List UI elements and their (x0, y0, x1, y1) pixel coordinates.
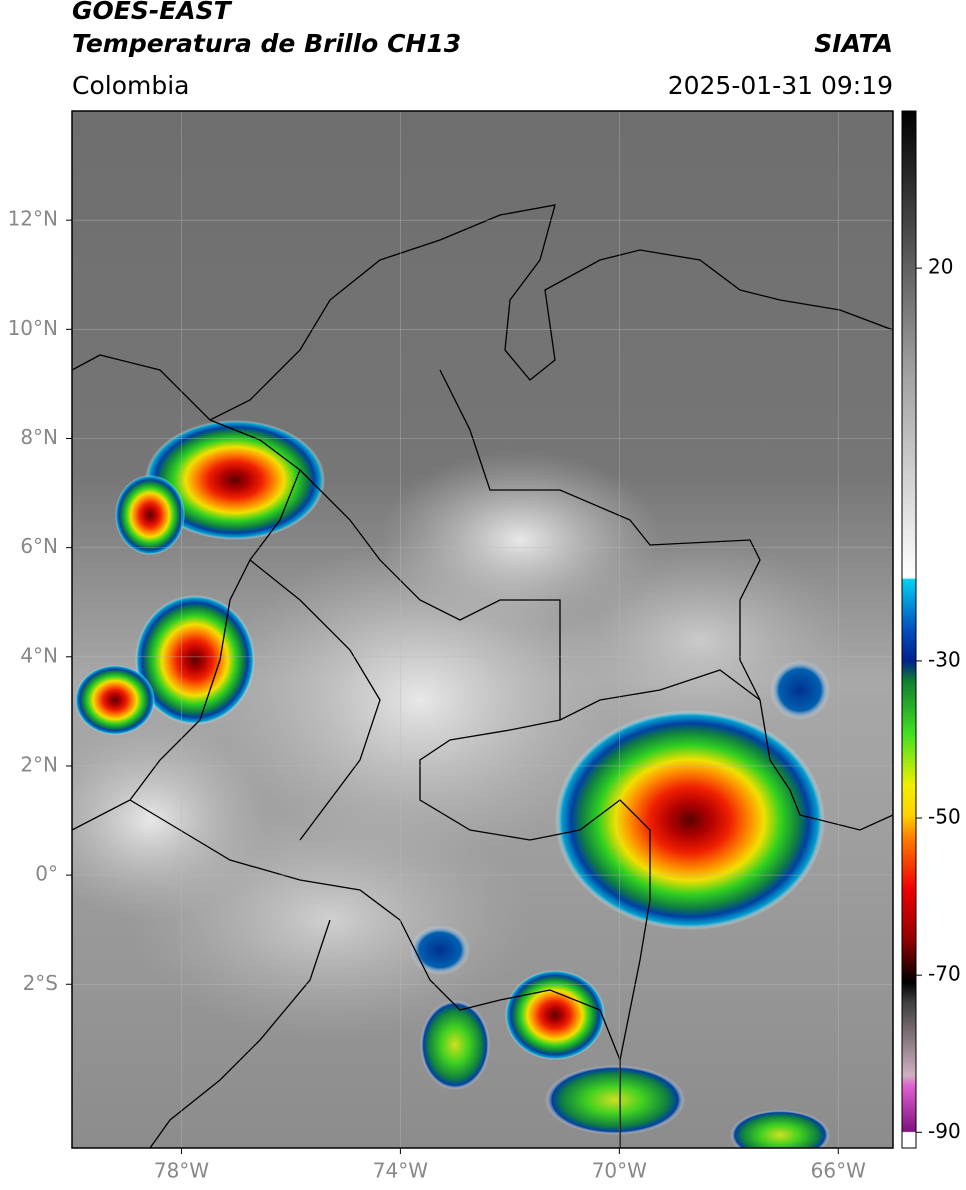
lon-tick-label: 74°W (373, 1159, 428, 1183)
convective-cell (115, 475, 185, 555)
graticule (72, 111, 893, 1148)
timestamp: 2025-01-31 09:19 (668, 71, 893, 100)
convective-cell (730, 1110, 830, 1148)
colorbar-tick-label: -50 (928, 805, 961, 829)
product: Temperatura de Brillo CH13 (72, 29, 461, 58)
lon-tick-label: 66°W (811, 1159, 866, 1183)
convective-cell (555, 710, 825, 930)
lat-tick-label: 12°N (8, 207, 58, 231)
colorbar-tick-label: -30 (928, 647, 961, 671)
convective-cell (770, 660, 830, 720)
convective-cell (75, 665, 155, 735)
source: SIATA (814, 29, 893, 58)
borders (72, 204, 893, 1148)
lat-tick-label: 4°N (20, 643, 58, 667)
colorbar (901, 110, 917, 1149)
lat-tick-label: 0° (35, 862, 58, 886)
colorbar-tick-label: -70 (928, 962, 961, 986)
lat-tick-label: 8°N (20, 425, 58, 449)
convective-cell (145, 420, 325, 540)
map-frame (71, 110, 894, 1149)
lon-tick-label: 70°W (592, 1159, 647, 1183)
convective-cell (545, 1065, 685, 1135)
satellite: GOES-EAST (72, 0, 233, 25)
lat-tick-label: 2°N (20, 752, 58, 776)
lat-tick-label: 6°N (20, 534, 58, 558)
lat-tick-label: 2°S (23, 971, 58, 995)
colorbar-tick-label: -90 (928, 1119, 961, 1143)
satellite-image (72, 111, 893, 1148)
region: Colombia (72, 71, 189, 100)
lon-tick-label: 78°W (154, 1159, 209, 1183)
convective-cell (505, 970, 605, 1060)
colorbar-tick-label: 20 (928, 255, 953, 279)
convective-cell (420, 1000, 490, 1090)
convective-cell (410, 925, 470, 975)
lat-tick-label: 10°N (8, 316, 58, 340)
